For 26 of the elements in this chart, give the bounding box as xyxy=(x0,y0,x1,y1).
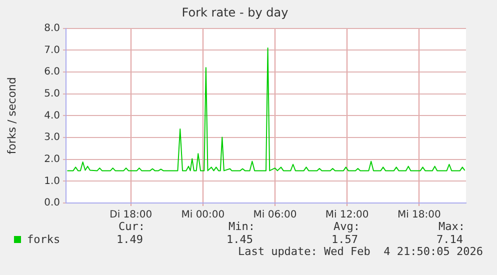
x-tick-label: Di 18:00 xyxy=(110,210,152,221)
y-tick-label: 4.0 xyxy=(44,110,60,122)
y-tick-label: 6.0 xyxy=(44,66,60,78)
text: Avg: xyxy=(334,220,360,233)
y-tick-label: 1.0 xyxy=(44,176,60,187)
text: 1.57 xyxy=(332,232,358,246)
x-tick-label: Mi 12:00 xyxy=(325,210,369,221)
text: 1.45 xyxy=(226,232,253,246)
x-tick-label: Mi 06:00 xyxy=(253,210,297,221)
y-tick-label: 3.0 xyxy=(44,132,60,144)
text: 1.49 xyxy=(116,232,143,246)
text: Last update: Wed Feb 4 21:50:05 2026 xyxy=(238,244,483,258)
x-tick-label: Mi 18:00 xyxy=(397,210,441,221)
legend-label: forks xyxy=(27,232,60,246)
y-axis-title: forks / second xyxy=(5,77,18,154)
text: Min: xyxy=(228,220,255,233)
text: Max: xyxy=(438,220,465,233)
text: 7.14 xyxy=(436,232,464,246)
y-tick-label: 8.0 xyxy=(44,22,60,34)
text: Cur: xyxy=(118,220,145,233)
y-tick-label: 0.0 xyxy=(44,198,60,209)
y-tick-label: 2.0 xyxy=(44,154,60,165)
y-tick-label: 5.0 xyxy=(44,88,60,100)
y-tick-label: 7.0 xyxy=(44,44,60,56)
chart-title: Fork rate - by day xyxy=(182,5,288,20)
x-tick-label: Mi 00:00 xyxy=(181,210,225,221)
